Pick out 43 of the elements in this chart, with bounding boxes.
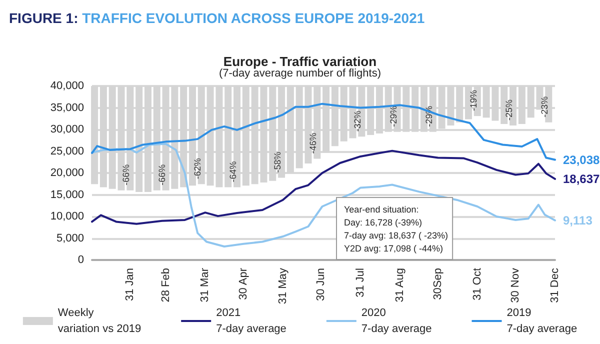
x-tick-label: 31 Oct (471, 268, 484, 300)
y-tick-label: 15,000 (50, 188, 84, 201)
y-tick-label: 30,000 (50, 124, 84, 136)
y-tick-label: 0 (78, 254, 84, 266)
x-tick-label: 28 Feb (160, 268, 172, 302)
legend-label: 2021 7-day average (216, 307, 286, 335)
legend-label: 2019 7-day average (506, 307, 578, 335)
x-tick-label: 31 Jan (124, 268, 136, 302)
y-tick-label: 35,000 (50, 102, 84, 114)
data-label: -62% (192, 158, 202, 180)
chart-title: FIGURE 1: TRAFFIC EVOLUTION ACROSS EUROPE 2019-2021 (9, 10, 425, 26)
text: (7-day average number of flights) (218, 68, 382, 80)
data-label: -25% (504, 100, 514, 121)
y-tick-label: 10,000 (50, 210, 84, 222)
data-label: -46% (308, 132, 318, 154)
chart-subtitle: Europe - Traffic variation (223, 54, 377, 69)
data-label: -66% (121, 164, 132, 186)
data-label: -64% (228, 161, 238, 182)
legend-label: Weekly variation vs 2019 (58, 307, 142, 335)
data-label: -58% (272, 152, 283, 173)
data-label: -66% (156, 164, 167, 186)
data-label: -29% (388, 106, 398, 127)
data-label: -23% (540, 96, 550, 118)
y-tick-label: 25,000 (50, 145, 84, 158)
x-tick-label: 30 Jun (314, 268, 327, 302)
data-label: 23,038 (563, 152, 600, 167)
x-tick-label: 31 Dec (549, 268, 561, 303)
data-label: 18,637 (563, 172, 600, 186)
x-tick-label: 30 Nov (510, 268, 522, 303)
x-tick-label: 31 May (276, 268, 289, 304)
annotation: Year-end situation: Day: 16,728 (-39%) 7-day avg: 18,637 ( -23%) Y2D avg: 17,098 ( -44%) (344, 204, 448, 254)
y-tick-label: 40,000 (50, 80, 84, 92)
y-tick-label: 20,000 (50, 167, 84, 179)
data-label: -19% (468, 90, 478, 112)
data-label: -32% (352, 110, 363, 132)
y-tick-label: 5,000 (56, 232, 84, 244)
legend-label: 2020 7-day average (361, 307, 432, 335)
x-tick-label: 31 Jul (354, 268, 366, 298)
x-tick-label: 31 Mar (199, 268, 212, 302)
x-tick-label: 31 Aug (394, 268, 406, 302)
x-tick-label: 30 Apr (237, 268, 250, 300)
data-label: 9,113 (563, 213, 593, 228)
x-tick-label: 30Sep (432, 268, 444, 300)
